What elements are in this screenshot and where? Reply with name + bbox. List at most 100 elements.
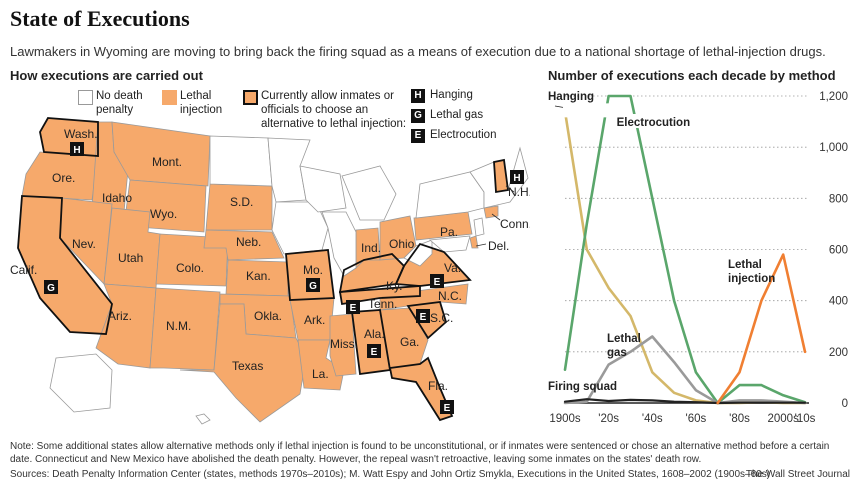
state-connecticut — [483, 205, 499, 219]
leader-nh — [505, 185, 515, 193]
label-ala: Ala. — [364, 327, 385, 341]
x-tick-label: '20s — [598, 413, 619, 425]
lethal-gas-key-icon: G — [411, 109, 425, 123]
state-hawaii — [195, 413, 211, 425]
executions-line-chart: 0 200 400 600 800 1,000 1,200 1900s '20s '40s '60s… — [548, 91, 848, 425]
series-line-firing-squad — [563, 398, 807, 405]
label-pa: Pa. — [440, 225, 458, 239]
chart-title: Number of executions each decade by meth… — [548, 68, 836, 83]
state-outline-south-carolina — [406, 301, 448, 340]
label-nev: Nev. — [72, 237, 96, 251]
svg-text:H: H — [513, 173, 520, 184]
svg-text:E: E — [420, 312, 427, 323]
label-utah: Utah — [118, 251, 143, 265]
label-la: La. — [312, 367, 329, 381]
state-outline-tennessee — [338, 285, 421, 306]
label-idaho: Idaho — [102, 191, 132, 205]
x-tick-label: '10s — [795, 413, 816, 425]
us-map: Wash. Ore. Idaho Mont. Wyo. S.D. Neb. Ca… — [10, 117, 530, 425]
y-tick-label: 1,200 — [819, 91, 848, 103]
label-mo: Mo. — [303, 263, 323, 277]
x-tick-label: '80s — [729, 413, 750, 425]
leader-hanging — [554, 105, 564, 108]
state-maryland — [429, 235, 471, 253]
svg-text:G: G — [47, 283, 55, 294]
nh-hanging-icon: H — [510, 170, 524, 184]
series-line-lethal-gas — [563, 335, 807, 405]
label-ind: Ind. — [361, 241, 381, 255]
footnote: Note: Some additional states allow alter… — [10, 441, 830, 465]
label-nh: N.H. — [508, 185, 530, 199]
svg-text:G: G — [309, 281, 317, 292]
wash-hanging-icon: H — [70, 142, 84, 156]
state-new-york — [415, 171, 485, 219]
label-kan: Kan. — [246, 269, 271, 283]
state-new-mexico — [149, 287, 221, 371]
label-ky: Ky. — [386, 279, 402, 293]
label-colo: Colo. — [176, 261, 204, 275]
lethal-gas-key-label: Lethal gas — [430, 109, 484, 121]
series-label-lethal-gas: gas — [607, 347, 627, 359]
calif-gas-icon: G — [44, 280, 58, 294]
state-new-jersey — [473, 217, 485, 237]
label-ore: Ore. — [52, 171, 75, 185]
label-wash: Wash. — [64, 127, 98, 141]
label-ga: Ga. — [400, 335, 419, 349]
state-north-dakota — [209, 135, 273, 187]
electrocution-key-icon: E — [411, 129, 425, 143]
hanging-key-icon: H — [411, 89, 425, 103]
legend-label-lethal-injection: Lethal injection — [180, 90, 223, 116]
x-tick-label: 2000s — [768, 413, 800, 425]
series-label-lethal-injection: injection — [728, 273, 775, 285]
leader-conn — [491, 213, 501, 221]
label-okla: Okla. — [254, 309, 282, 323]
state-alaska — [49, 353, 113, 413]
legend-swatch-no-death-penalty — [78, 90, 93, 105]
label-bg — [614, 114, 687, 128]
label-ark: Ark. — [304, 313, 325, 327]
state-outline-new-hampshire — [493, 158, 510, 194]
label-bg — [561, 103, 613, 118]
ala-electrocution-icon: E — [367, 344, 381, 358]
page-title: State of Executions — [10, 6, 190, 31]
label-del: Del. — [488, 239, 509, 253]
legend-swatch-lethal-injection — [162, 90, 177, 105]
svg-text:E: E — [350, 303, 357, 314]
label-sc: S.C. — [430, 311, 453, 325]
map-heading: How executions are carried out — [10, 68, 203, 83]
fla-electrocution-icon: E — [440, 400, 454, 414]
x-tick-label: 1900s — [549, 413, 581, 425]
label-fla: Fla. — [428, 379, 448, 393]
label-sd: S.D. — [230, 195, 253, 209]
leader-del — [475, 243, 487, 247]
credit: The Wall Street Journal — [745, 469, 850, 480]
svg-text:E: E — [444, 403, 451, 414]
label-texas: Texas — [232, 359, 263, 373]
series-line-hanging — [563, 110, 807, 405]
legend-label-alternative: Currently allow inmates or officials to … — [261, 90, 407, 130]
mo-gas-icon: G — [306, 278, 320, 292]
label-calif: Calif. — [10, 263, 37, 277]
legend-swatch-alternative — [243, 90, 258, 105]
va-electrocution-icon: E — [430, 274, 444, 288]
series-label-hanging: Hanging — [548, 91, 594, 103]
svg-text:H: H — [73, 145, 80, 156]
label-nc: N.C. — [438, 289, 462, 303]
label-nm: N.M. — [166, 319, 191, 333]
series-label-lethal-gas: Lethal — [607, 333, 641, 345]
label-neb: Neb. — [236, 235, 261, 249]
sources: Sources: Death Penalty Information Cente… — [10, 469, 771, 480]
legend-label-no-death-penalty: No death penalty — [96, 90, 143, 116]
x-tick-label: '60s — [686, 413, 707, 425]
svg-text:E: E — [434, 277, 441, 288]
state-outline-florida — [388, 356, 454, 422]
label-miss: Miss. — [330, 337, 358, 351]
series-label-electrocution: Electrocution — [617, 117, 690, 129]
state-outline-missouri — [285, 249, 336, 301]
label-ariz: Ariz. — [108, 309, 132, 323]
y-tick-label: 0 — [842, 398, 848, 410]
sc-electrocution-icon: E — [416, 309, 430, 323]
series-label-lethal-injection: Lethal — [728, 259, 762, 271]
hanging-key-label: Hanging — [430, 89, 473, 101]
ky-electrocution-icon: E — [346, 300, 360, 314]
